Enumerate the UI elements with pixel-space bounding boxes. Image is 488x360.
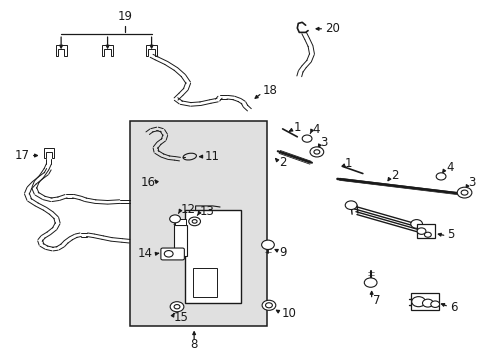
Text: 4: 4 [445,161,452,174]
Circle shape [411,297,425,307]
Bar [175,219,185,225]
Text: 2: 2 [278,156,285,169]
Text: 16: 16 [141,176,156,189]
Text: 3: 3 [320,136,327,149]
Text: 13: 13 [199,205,214,218]
Bar [129,121,266,326]
Text: 6: 6 [449,301,456,314]
Circle shape [435,173,445,180]
Text: 1: 1 [293,121,300,134]
Text: 20: 20 [325,22,339,35]
Bar [193,268,216,297]
Circle shape [188,217,200,226]
Circle shape [422,299,432,307]
Text: 12: 12 [181,203,196,216]
Circle shape [313,150,319,154]
Circle shape [424,232,430,237]
Circle shape [170,302,183,312]
Circle shape [164,251,173,257]
Bar [184,210,241,303]
Circle shape [416,228,425,234]
Text: 19: 19 [117,10,132,23]
Text: 11: 11 [204,150,219,163]
Circle shape [262,300,275,310]
Bar [173,225,187,256]
Circle shape [192,220,197,223]
Text: 1: 1 [344,157,351,170]
Circle shape [456,187,471,198]
Text: 3: 3 [468,176,475,189]
FancyBboxPatch shape [161,248,184,260]
Text: 10: 10 [281,307,295,320]
Text: 4: 4 [311,123,319,136]
Circle shape [302,135,311,142]
Text: 18: 18 [263,84,277,97]
Circle shape [174,305,180,309]
Text: 5: 5 [447,228,454,241]
Circle shape [169,215,180,223]
Text: 8: 8 [190,338,198,351]
Circle shape [460,190,467,195]
Text: 15: 15 [173,311,188,324]
Bar [410,293,438,310]
Circle shape [265,303,272,308]
Text: 17: 17 [15,149,30,162]
Text: 7: 7 [372,294,379,307]
Text: 9: 9 [279,246,286,259]
Circle shape [261,240,274,249]
Text: 2: 2 [390,169,398,182]
Circle shape [309,147,323,157]
Circle shape [430,301,439,307]
Circle shape [364,278,376,287]
Text: 14: 14 [138,247,153,260]
Bar [416,224,434,238]
Circle shape [410,220,422,228]
Circle shape [345,201,356,210]
